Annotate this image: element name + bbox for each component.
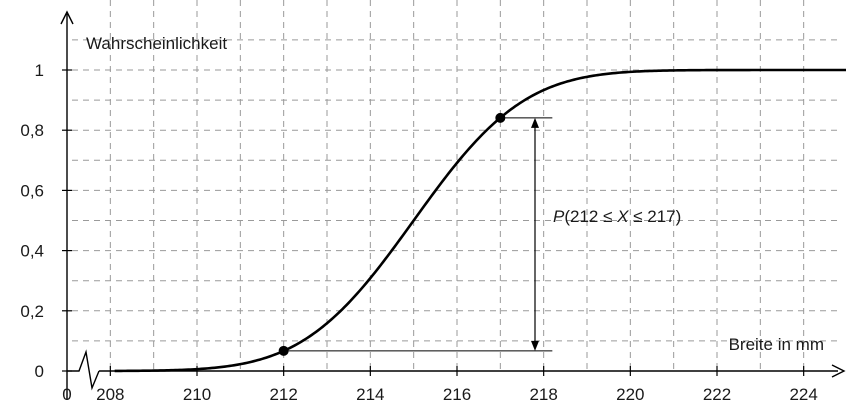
probability-label: P(212 ≤ X ≤ 217): [553, 207, 681, 226]
probability-label-x: X: [616, 207, 629, 226]
x-tick-label: 210: [183, 385, 211, 404]
axes: [60, 10, 846, 400]
tick-labels: 0 208 210 212 214 216 218 220 222 224 0 0,2 0,4 0,6 0…: [20, 61, 817, 404]
gridlines: [72, 0, 838, 371]
x-tick-label: 224: [789, 385, 817, 404]
x-axis-arrow-icon: [831, 364, 846, 378]
x-tick-label: 218: [529, 385, 557, 404]
y-tick-label: 0,8: [20, 121, 44, 140]
arrow-up-icon: [531, 117, 539, 128]
x-origin-label: 0: [62, 385, 71, 404]
marked-points: [278, 112, 506, 356]
probability-label-open: (212 ≤: [564, 207, 617, 226]
x-tick-label: 220: [616, 385, 644, 404]
probability-annotation: P(212 ≤ X ≤ 217): [283, 117, 681, 352]
x-tick-label: 214: [356, 385, 384, 404]
x-tick-label: 216: [443, 385, 471, 404]
y-axis-label: Wahrscheinlichkeit: [86, 34, 227, 53]
y-tick-label: 0,6: [20, 181, 44, 200]
x-axis-break-icon: [67, 349, 100, 391]
y-axis-arrow-icon: [60, 10, 74, 25]
marked-point: [495, 112, 506, 123]
probability-label-close: ≤ 217): [629, 207, 682, 226]
y-tick-label: 0,2: [20, 302, 44, 321]
y-tick-label: 0: [35, 362, 44, 381]
x-tick-label: 208: [96, 385, 124, 404]
x-axis-label: Breite in mm: [729, 335, 824, 354]
x-tick-label: 212: [269, 385, 297, 404]
arrow-down-icon: [531, 340, 539, 351]
y-tick-label: 0,4: [20, 242, 44, 261]
cdf-curve: [114, 68, 846, 373]
marked-point: [278, 345, 289, 356]
tick-marks: [62, 69, 805, 376]
curve-group: [114, 68, 846, 373]
x-tick-label: 222: [703, 385, 731, 404]
y-tick-label: 1: [35, 61, 44, 80]
probability-label-p: P: [553, 207, 565, 226]
